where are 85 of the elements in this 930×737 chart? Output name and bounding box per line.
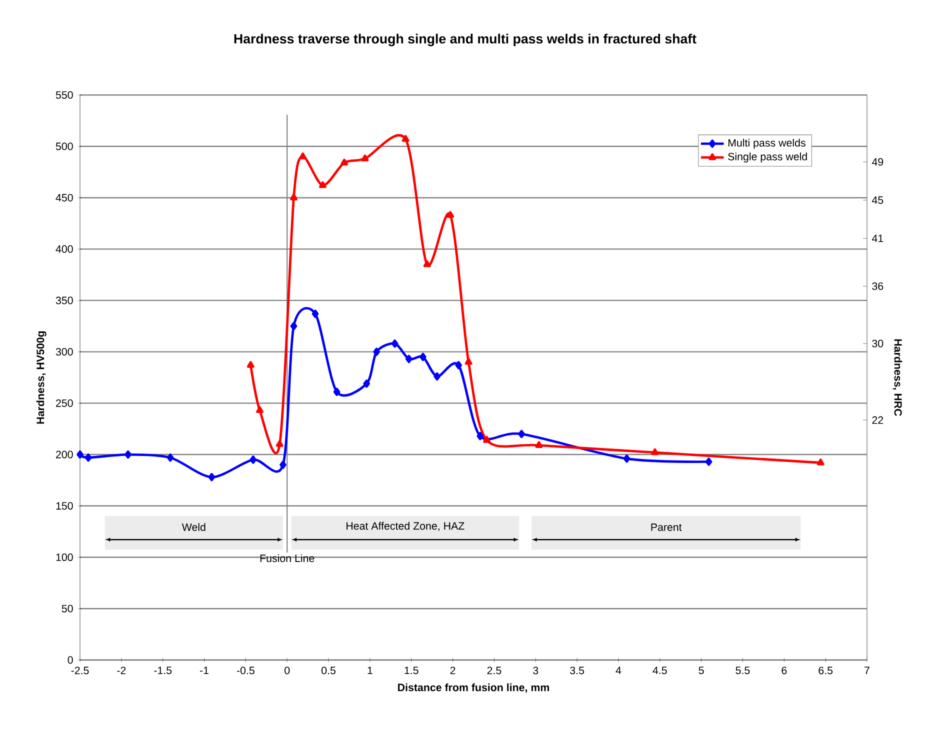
point (333, 388, 340, 396)
point (256, 406, 264, 414)
point (166, 453, 174, 462)
y-tick-label: 500 (56, 142, 73, 150)
x-tick-label: 1 (368, 666, 372, 674)
point (391, 339, 398, 348)
x-tick-label: 0 (284, 666, 290, 674)
point (535, 441, 543, 448)
point (423, 260, 431, 268)
point (483, 436, 490, 443)
x-tick-label: -0.5 (236, 666, 254, 674)
y2-tick-label: 41 (872, 234, 884, 242)
y-axis-title: Hardness, HV500g (36, 331, 46, 424)
point (476, 432, 484, 440)
band-label: Weld (182, 523, 206, 531)
point (312, 310, 319, 318)
point (318, 181, 326, 188)
point (402, 135, 410, 142)
y-tick-label: 250 (56, 399, 73, 407)
point (84, 453, 92, 462)
y-tick-label: 200 (56, 450, 73, 458)
x-tick-label: 3 (533, 666, 538, 674)
point (623, 454, 630, 463)
point (405, 354, 412, 364)
x-tick-label: -2.5 (71, 666, 89, 674)
y-tick-label: 350 (56, 296, 73, 304)
x-tick-label: -1.5 (154, 666, 172, 674)
x-tick-label: 5.5 (736, 666, 750, 674)
y2-tick-label: 49 (872, 158, 884, 166)
point (651, 448, 659, 456)
y2-tick-label: 30 (872, 340, 884, 348)
point (464, 358, 472, 365)
x-tick-label: -1 (200, 666, 208, 674)
y-tick-label: 450 (56, 194, 73, 202)
x-axis-title: Distance from fusion line, mm (398, 683, 549, 693)
point (124, 450, 132, 459)
point (290, 322, 298, 330)
ref-line-label: Fusion Line (260, 554, 314, 562)
point (705, 458, 712, 466)
x-tick-label: -2 (117, 666, 126, 674)
x-tick-label: 2 (450, 666, 456, 674)
y2-tick-label: 36 (872, 282, 884, 290)
point (280, 460, 286, 469)
y-tick-label: 50 (62, 604, 73, 612)
y-tick-label: 300 (56, 348, 73, 356)
chart-title: Hardness traverse through single and multi pass welds in fractured shaft (234, 34, 696, 46)
point (361, 154, 369, 162)
point (250, 456, 257, 464)
x-tick-label: 5 (698, 666, 704, 674)
point (518, 430, 525, 438)
x-tick-label: 6 (782, 666, 787, 674)
band-label: Heat Affected Zone, HAZ (346, 522, 464, 531)
point (455, 361, 462, 370)
point (246, 361, 254, 368)
x-tick-label: 2.5 (487, 666, 502, 674)
x-tick-label: 4 (616, 666, 622, 674)
point (373, 348, 380, 356)
band-label: Parent (651, 524, 682, 531)
point (76, 450, 84, 459)
point (816, 458, 824, 466)
x-tick-label: 0.5 (322, 666, 336, 674)
x-tick-label: 7 (864, 666, 870, 674)
point (208, 473, 216, 482)
y-tick-label: 150 (56, 502, 73, 510)
x-tick-label: 3.5 (570, 666, 584, 674)
y2-axis-title: Hardness, HRC (892, 339, 902, 416)
y-tick-label: 0 (68, 656, 73, 664)
point (340, 158, 348, 166)
x-tick-label: 1.5 (404, 666, 418, 674)
point (290, 194, 298, 200)
point (420, 352, 426, 362)
point (446, 211, 454, 218)
point (276, 440, 284, 447)
legend-label: Single pass weld (728, 152, 807, 162)
y-tick-label: 100 (56, 553, 73, 562)
y2-tick-label: 22 (872, 416, 884, 424)
x-tick-label: 4.5 (652, 666, 667, 674)
point (363, 380, 370, 388)
x-tick-label: 6.5 (818, 666, 833, 674)
y-tick-label: 400 (56, 245, 73, 253)
y2-tick-label: 45 (872, 196, 884, 204)
y-tick-label: 550 (56, 91, 73, 99)
legend-label: Multi pass welds (728, 138, 806, 149)
point (299, 152, 307, 160)
point (434, 372, 440, 381)
